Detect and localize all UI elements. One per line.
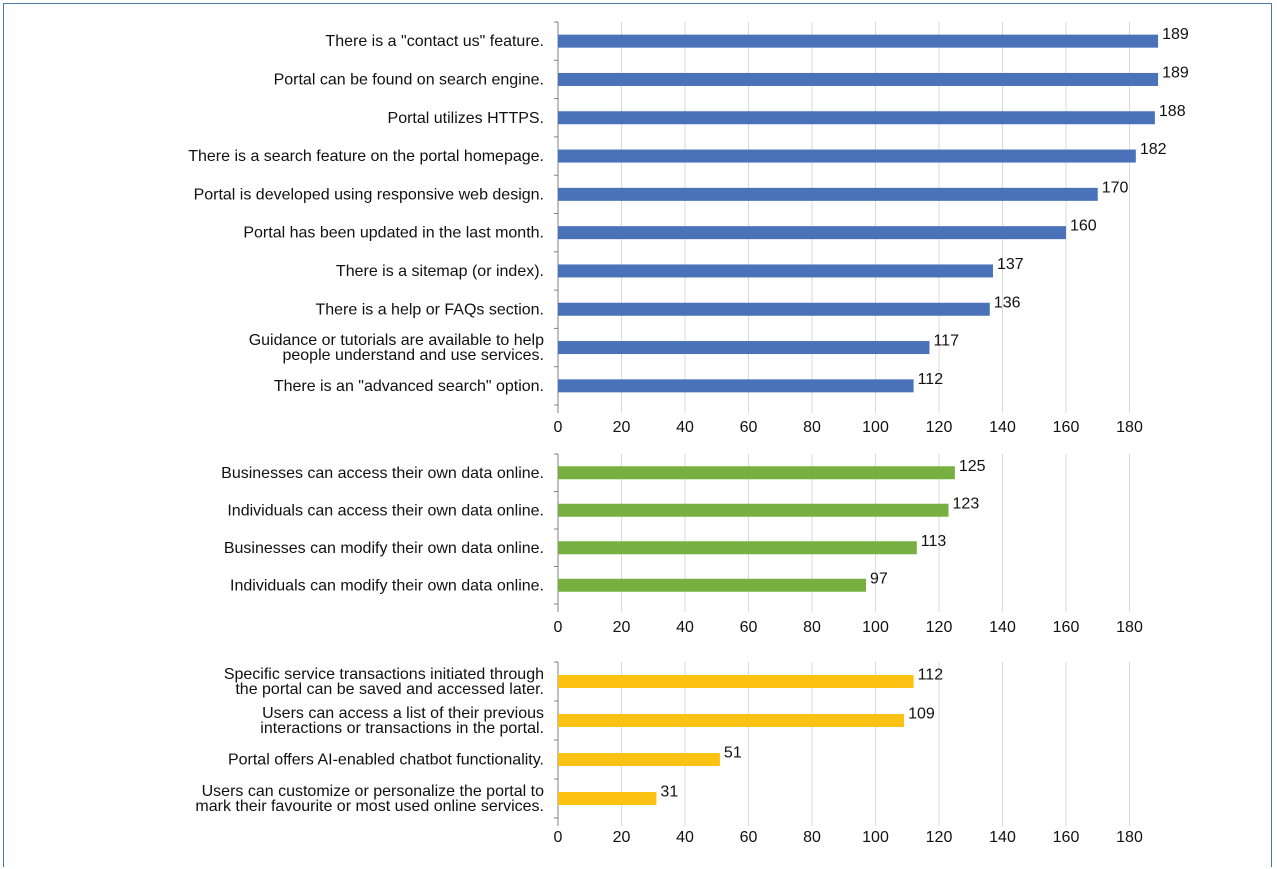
x-tick-label: 40 <box>676 829 694 846</box>
x-tick-label: 120 <box>926 619 953 636</box>
x-tick-label: 180 <box>1116 829 1143 846</box>
x-tick-label: 100 <box>862 619 889 636</box>
x-tick-label: 20 <box>613 419 631 436</box>
x-tick-label: 20 <box>613 829 631 846</box>
category-label: There is a "contact us" feature. <box>325 33 544 50</box>
data-label: 188 <box>1159 103 1186 120</box>
category-label: Portal utilizes HTTPS. <box>388 110 544 127</box>
category-label: Portal can be found on search engine. <box>274 71 544 88</box>
x-tick-label: 120 <box>926 829 953 846</box>
category-label: Portal offers AI-enabled chatbot functio… <box>228 752 544 769</box>
bar <box>558 226 1066 240</box>
bar <box>558 578 866 592</box>
category-label: Users can customize or personalize the p… <box>202 783 544 800</box>
category-label: people understand and use services. <box>282 347 544 364</box>
category-label: interactions or transactions in the port… <box>260 720 544 737</box>
bar <box>558 302 990 316</box>
data-label: 109 <box>908 706 935 723</box>
x-tick-label: 0 <box>554 619 563 636</box>
category-label: Individuals can access their own data on… <box>227 502 544 519</box>
data-label: 123 <box>953 495 980 512</box>
bar <box>558 341 930 355</box>
category-label: There is a help or FAQs section. <box>315 301 544 318</box>
data-label: 117 <box>933 333 959 350</box>
x-tick-label: 180 <box>1116 619 1143 636</box>
x-tick-label: 160 <box>1053 419 1080 436</box>
bar <box>558 264 993 278</box>
x-tick-label: 120 <box>926 419 953 436</box>
bar <box>558 149 1136 163</box>
x-tick-label: 140 <box>989 419 1016 436</box>
data-label: 113 <box>921 533 947 550</box>
x-tick-label: 20 <box>613 619 631 636</box>
x-tick-label: 100 <box>862 829 889 846</box>
bar <box>558 72 1159 86</box>
x-tick-label: 140 <box>989 619 1016 636</box>
bar <box>558 111 1155 125</box>
x-tick-label: 60 <box>740 829 758 846</box>
x-tick-label: 80 <box>803 419 821 436</box>
category-label: Businesses can modify their own data onl… <box>224 540 544 557</box>
bar <box>558 714 905 727</box>
category-label: Specific service transactions initiated … <box>224 666 544 683</box>
data-label: 182 <box>1140 141 1167 158</box>
data-label: 125 <box>959 458 986 475</box>
x-tick-label: 180 <box>1116 419 1143 436</box>
chart-panel-1: 0 20 40 60 80 100 120 140 160 180 189 There is a "c… <box>188 21 1189 436</box>
x-tick-label: 0 <box>554 419 563 436</box>
data-label: 97 <box>870 570 888 587</box>
data-label: 137 <box>997 256 1024 273</box>
data-label: 170 <box>1102 179 1129 196</box>
x-tick-label: 40 <box>676 619 694 636</box>
x-tick-label: 100 <box>862 419 889 436</box>
category-label: Portal has been updated in the last mont… <box>243 225 544 242</box>
x-tick-label: 160 <box>1053 829 1080 846</box>
data-label: 189 <box>1162 26 1189 43</box>
x-tick-label: 40 <box>676 419 694 436</box>
data-label: 136 <box>994 294 1021 311</box>
bar <box>558 379 914 393</box>
bar <box>558 466 955 480</box>
data-label: 189 <box>1162 64 1189 81</box>
x-tick-label: 60 <box>740 619 758 636</box>
bar <box>558 792 657 805</box>
bar <box>558 541 917 555</box>
bar <box>558 34 1159 48</box>
category-label: Businesses can access their own data onl… <box>221 465 544 482</box>
x-tick-label: 80 <box>803 619 821 636</box>
category-label: Portal is developed using responsive web… <box>194 186 544 203</box>
x-tick-label: 140 <box>989 829 1016 846</box>
chart-panel-2: 0 20 40 60 80 100 120 140 160 180 125 Businesses ca… <box>221 453 1143 636</box>
category-label: There is an "advanced search" option. <box>274 378 544 395</box>
bar <box>558 753 720 766</box>
data-label: 112 <box>918 667 944 684</box>
category-label: Individuals can modify their own data on… <box>230 577 544 594</box>
category-label: the portal can be saved and accessed lat… <box>235 681 544 698</box>
data-label: 51 <box>724 745 742 762</box>
bar <box>558 187 1098 201</box>
data-label: 160 <box>1070 218 1097 235</box>
category-label: Guidance or tutorials are available to h… <box>249 332 544 349</box>
x-tick-label: 160 <box>1053 619 1080 636</box>
bar <box>558 503 949 517</box>
x-tick-label: 60 <box>740 419 758 436</box>
category-label: mark their favourite or most used online… <box>195 798 544 815</box>
category-label: Users can access a list of their previou… <box>262 705 544 722</box>
chart-panel-3: 0 20 40 60 80 100 120 140 160 180 112 Specific serv… <box>195 661 1143 846</box>
x-tick-label: 0 <box>554 829 563 846</box>
category-label: There is a search feature on the portal … <box>188 148 544 165</box>
category-label: There is a sitemap (or index). <box>336 263 544 280</box>
x-tick-label: 80 <box>803 829 821 846</box>
bar <box>558 675 914 688</box>
data-label: 112 <box>918 371 944 388</box>
data-label: 31 <box>660 784 678 801</box>
